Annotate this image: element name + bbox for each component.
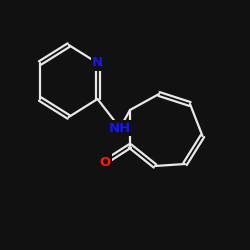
Text: O: O: [100, 156, 110, 168]
Text: N: N: [92, 56, 103, 70]
Text: NH: NH: [109, 122, 131, 134]
